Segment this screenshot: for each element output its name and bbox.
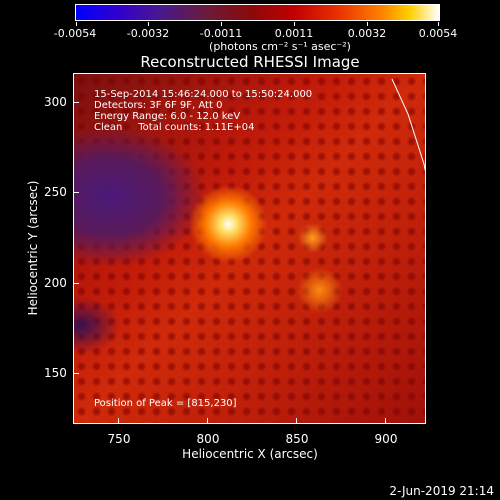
y-tick-mark bbox=[73, 283, 79, 284]
info-line-time: 15-Sep-2014 15:46:24.000 to 15:50:24.000 bbox=[94, 89, 313, 100]
y-tick-mark bbox=[73, 373, 79, 374]
colorbar-tick-label: 0.0032 bbox=[347, 27, 387, 40]
colorbar-tick-label: 0.0054 bbox=[418, 27, 458, 40]
colorbar-units: (photons cm⁻² s⁻¹ asec⁻²) bbox=[209, 40, 351, 53]
colorbar bbox=[75, 4, 440, 26]
solar-limb-line bbox=[391, 78, 425, 172]
x-tick-label: 850 bbox=[285, 432, 309, 446]
rhessi-image-plot[interactable] bbox=[73, 73, 426, 424]
x-tick-mark bbox=[118, 418, 119, 424]
timestamp: 2-Jun-2019 21:14 bbox=[389, 484, 494, 498]
colorbar-tick-mark bbox=[438, 22, 439, 26]
colorbar-tick-label: 0.0011 bbox=[274, 27, 314, 40]
y-tick-mark bbox=[73, 102, 79, 103]
colorbar-tick-label: -0.0011 bbox=[199, 27, 243, 40]
image-title: Reconstructed RHESSI Image bbox=[140, 53, 360, 71]
info-line-energy: Energy Range: 6.0 - 12.0 keV bbox=[94, 111, 241, 122]
y-tick-label: 200 bbox=[44, 276, 67, 290]
y-axis-label: Heliocentric Y (arcsec) bbox=[26, 180, 40, 316]
colorbar-tick-mark bbox=[294, 22, 295, 26]
colorbar-tick-mark bbox=[148, 22, 149, 26]
x-axis-label: Heliocentric X (arcsec) bbox=[182, 447, 318, 461]
x-tick-label: 800 bbox=[196, 432, 220, 446]
x-tick-mark bbox=[296, 418, 297, 424]
y-tick-label: 300 bbox=[44, 95, 67, 109]
x-tick-label: 900 bbox=[374, 432, 398, 446]
colorbar-tick-label: -0.0032 bbox=[126, 27, 170, 40]
colorbar-tick-mark bbox=[76, 22, 77, 26]
colorbar-tick-mark bbox=[221, 22, 222, 26]
peak-position: Position of Peak = [815,230] bbox=[94, 398, 237, 409]
x-tick-mark bbox=[385, 418, 386, 424]
x-tick-mark bbox=[207, 418, 208, 424]
x-tick-label: 750 bbox=[107, 432, 131, 446]
colorbar-tick-mark bbox=[367, 22, 368, 26]
info-line-detectors: Detectors: 3F 6F 9F, Att 0 bbox=[94, 100, 223, 111]
y-tick-label: 150 bbox=[44, 366, 67, 380]
colorbar-tick-label: -0.0054 bbox=[53, 27, 97, 40]
y-tick-label: 250 bbox=[44, 185, 67, 199]
y-tick-mark bbox=[73, 192, 79, 193]
info-line-counts: Clean Total counts: 1.11E+04 bbox=[94, 122, 255, 133]
